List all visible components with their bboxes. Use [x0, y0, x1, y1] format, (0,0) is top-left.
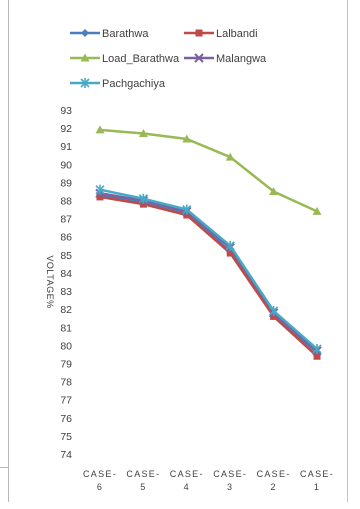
y-tick-label: 75: [60, 431, 72, 443]
panel-left-tick: [0, 467, 8, 468]
series-line: [99, 128, 318, 213]
y-tick-label: 87: [60, 214, 72, 226]
data-point: [270, 312, 278, 320]
y-tick-label: 92: [60, 123, 72, 135]
legend-label: Load_Barathwa: [102, 53, 180, 65]
data-point: [182, 204, 192, 215]
y-tick-label: 93: [60, 105, 72, 117]
series-barathwa: [96, 191, 321, 357]
x-tick-label: CASE-3: [213, 469, 247, 492]
series-pachgachiya: [95, 184, 322, 354]
legend-marker: [80, 53, 90, 62]
data-point: [95, 184, 105, 195]
legend-label: Malangwa: [216, 53, 267, 65]
legend-item-malangwa: Malangwa: [184, 53, 267, 65]
y-axis-label: VOLTAGE%: [45, 255, 55, 308]
panel-right-border: [347, 0, 348, 502]
legend-label: Lalbandi: [216, 28, 258, 40]
legend-marker: [80, 78, 90, 88]
data-point: [269, 186, 279, 195]
data-point: [182, 134, 192, 143]
series-line: [99, 192, 318, 352]
series-line: [99, 188, 318, 350]
y-tick-label: 77: [60, 395, 72, 407]
legend-item-pachgachiya: Pachgachiya: [70, 78, 166, 90]
y-tick-label: 79: [60, 358, 72, 370]
data-point: [225, 152, 235, 161]
y-tick-label: 91: [60, 141, 72, 153]
y-tick-label: 81: [60, 322, 72, 334]
x-tick-label: CASE-6: [83, 469, 117, 492]
data-point: [96, 193, 104, 201]
data-point: [312, 206, 322, 215]
series-line: [99, 193, 318, 354]
x-tick-label: CASE-4: [170, 469, 204, 492]
legend-label: Pachgachiya: [102, 78, 166, 90]
data-point: [269, 305, 279, 316]
y-tick-label: 76: [60, 413, 72, 425]
data-point: [138, 129, 148, 138]
data-point: [226, 249, 234, 257]
data-point: [139, 200, 147, 208]
y-tick-label: 88: [60, 196, 72, 208]
y-tick-label: 85: [60, 250, 72, 262]
data-point: [138, 193, 148, 204]
x-axis: CASE-6 CASE-5 CASE-4 CASE-3 CASE-2 CASE-1: [83, 469, 334, 492]
y-tick-label: 84: [60, 268, 72, 280]
legend-item-load-barathwa: Load_Barathwa: [70, 53, 180, 65]
legend-marker: [81, 29, 89, 37]
y-tick-label: 74: [60, 449, 72, 461]
data-point: [225, 240, 235, 251]
x-tick-label: CASE-1: [300, 469, 334, 492]
y-tick-label: 86: [60, 232, 72, 244]
y-axis-title: VOLTAGE%: [45, 255, 55, 308]
x-tick-label: CASE-5: [126, 469, 160, 492]
series-lalbandi: [96, 193, 321, 360]
series-line: [99, 195, 318, 358]
y-axis: 74 75 76 77 78 79 80 81 82 83 84 85 86 87 88 89 90 91 92 93: [60, 105, 72, 461]
data-point: [95, 125, 105, 134]
legend-item-barathwa: Barathwa: [70, 28, 149, 40]
legend: Barathwa Lalbandi Load_Barathwa Malangwa Pac…: [70, 28, 267, 90]
legend-marker: [195, 29, 203, 37]
y-tick-label: 80: [60, 340, 72, 352]
y-tick-label: 83: [60, 286, 72, 298]
y-tick-label: 89: [60, 177, 72, 189]
legend-marker: [194, 53, 204, 63]
y-tick-label: 82: [60, 304, 72, 316]
x-tick-label: CASE-2: [257, 469, 291, 492]
y-tick-label: 90: [60, 159, 72, 171]
series-load-barathwa: [95, 125, 322, 215]
panel-left-border: [8, 0, 9, 502]
legend-item-lalbandi: Lalbandi: [184, 28, 258, 40]
data-point: [183, 211, 191, 219]
y-tick-label: 78: [60, 377, 72, 389]
data-point: [313, 352, 321, 360]
series-lines: [95, 125, 322, 360]
data-point: [312, 343, 322, 354]
legend-label: Barathwa: [102, 28, 149, 40]
